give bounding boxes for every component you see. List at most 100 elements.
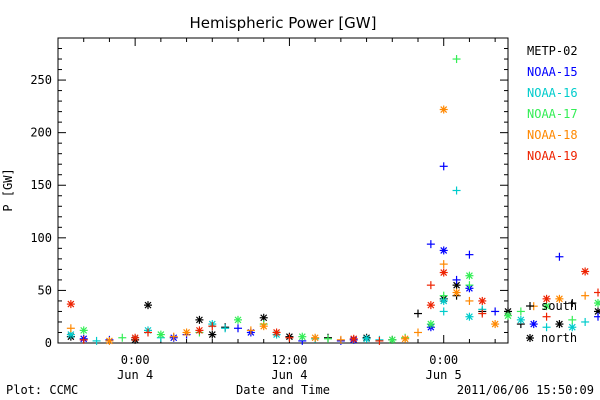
north-point [516, 315, 525, 324]
x-tick-time-label: 0:00 [429, 353, 458, 367]
north-point [542, 294, 551, 303]
y-tick-label: 50 [38, 283, 52, 297]
north-point [131, 333, 140, 342]
north-point [259, 322, 268, 331]
south-point [324, 334, 332, 343]
series-metp-02 [66, 281, 600, 344]
south-point [414, 309, 422, 318]
north-point [362, 334, 371, 343]
south-point [581, 317, 590, 326]
series-noaa-16 [66, 186, 590, 345]
north-point [439, 105, 448, 114]
y-tick-label: 150 [30, 178, 52, 192]
legend-entry: NOAA-17 [527, 107, 578, 121]
series-noaa-19 [66, 267, 600, 345]
south-point [452, 275, 461, 284]
north-point [594, 299, 600, 308]
north-point [478, 296, 487, 305]
legend-entry: NOAA-19 [527, 149, 578, 163]
series-noaa-18 [66, 105, 590, 345]
north-point [401, 334, 410, 343]
series-noaa-15 [79, 162, 600, 345]
north-point [491, 320, 500, 329]
south-point [491, 307, 500, 316]
north-point [105, 336, 114, 345]
north-point [349, 334, 358, 343]
south-point [465, 281, 474, 290]
south-point [542, 323, 551, 332]
south-point [439, 260, 448, 269]
south-point [336, 335, 345, 344]
south-point [221, 324, 230, 333]
north-point [79, 326, 88, 335]
legend-entry: NOAA-18 [527, 128, 578, 142]
north-point [195, 315, 204, 324]
south-point [478, 309, 487, 318]
south-point [426, 240, 435, 249]
south-point [246, 326, 255, 335]
north-point [452, 288, 461, 297]
north-point [144, 301, 152, 310]
south-point [439, 162, 448, 171]
north-point [465, 271, 474, 280]
south-point [426, 281, 435, 290]
x-tick-date-label: Jun 4 [117, 368, 153, 382]
south-point [66, 324, 75, 333]
x-tick-time-label: 12:00 [271, 353, 307, 367]
north-point [234, 315, 242, 324]
north-point [439, 246, 448, 255]
north-point [426, 301, 435, 310]
symbol-key-label: south [541, 299, 577, 313]
south-point [526, 302, 534, 310]
north-point [156, 330, 165, 339]
north-point [594, 307, 600, 316]
south-point [516, 307, 525, 316]
north-point [581, 267, 590, 276]
legend-entry: METP-02 [527, 44, 578, 58]
south-point [414, 328, 422, 337]
south-point [375, 336, 384, 345]
south-point [542, 312, 551, 321]
south-point [594, 288, 600, 297]
north-point [311, 333, 320, 342]
south-point [465, 296, 474, 305]
north-point [426, 320, 435, 329]
south-point [92, 336, 101, 345]
north-point [182, 328, 191, 337]
south-point [79, 335, 88, 344]
south-point [594, 312, 600, 321]
north-point [529, 320, 538, 329]
north-point [439, 268, 448, 277]
y-axis-label: P [GW] [1, 168, 15, 211]
north-point [298, 332, 307, 341]
footer-credit: Plot: CCMC [6, 383, 78, 397]
north-point [555, 320, 564, 329]
north-point [555, 294, 564, 303]
data-points [66, 55, 600, 345]
plot-area-border [57, 37, 509, 344]
x-tick-time-label: 0:00 [121, 353, 150, 367]
north-point [388, 335, 397, 344]
y-tick-label: 100 [30, 231, 52, 245]
south-point [581, 291, 590, 300]
north-point [66, 300, 75, 309]
footer-timestamp: 2011/06/06 15:50:09 [457, 383, 594, 397]
south-point [439, 291, 448, 300]
legend-entry: NOAA-16 [527, 86, 578, 100]
x-tick-date-label: Jun 4 [271, 368, 307, 382]
y-tick-label: 250 [30, 73, 52, 87]
x-tick-date-label: Jun 5 [426, 368, 462, 382]
legend: METP-02 NOAA-15 NOAA-16 NOAA-17 NOAA-18 NOAA-… [526, 44, 578, 345]
y-tick-label: 200 [30, 126, 52, 140]
south-point [439, 307, 448, 316]
north-point [568, 323, 577, 332]
south-point [118, 333, 127, 342]
north-point [272, 328, 281, 337]
north-point [526, 334, 534, 342]
y-tick-label: 0 [45, 336, 52, 350]
south-point [568, 299, 577, 308]
south-point [285, 333, 294, 342]
south-point [568, 315, 577, 324]
